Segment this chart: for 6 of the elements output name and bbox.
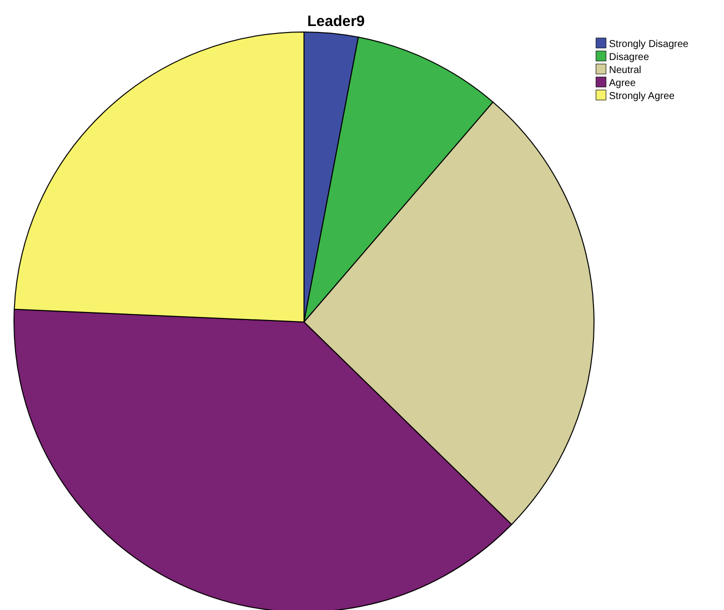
legend-label: Agree — [609, 78, 636, 89]
legend-label: Neutral — [609, 65, 642, 76]
legend-label: Strongly Disagree — [609, 39, 689, 50]
legend-label: Strongly Agree — [609, 91, 676, 102]
legend-label: Disagree — [609, 52, 650, 63]
chart-title: Leader9 — [307, 13, 365, 30]
